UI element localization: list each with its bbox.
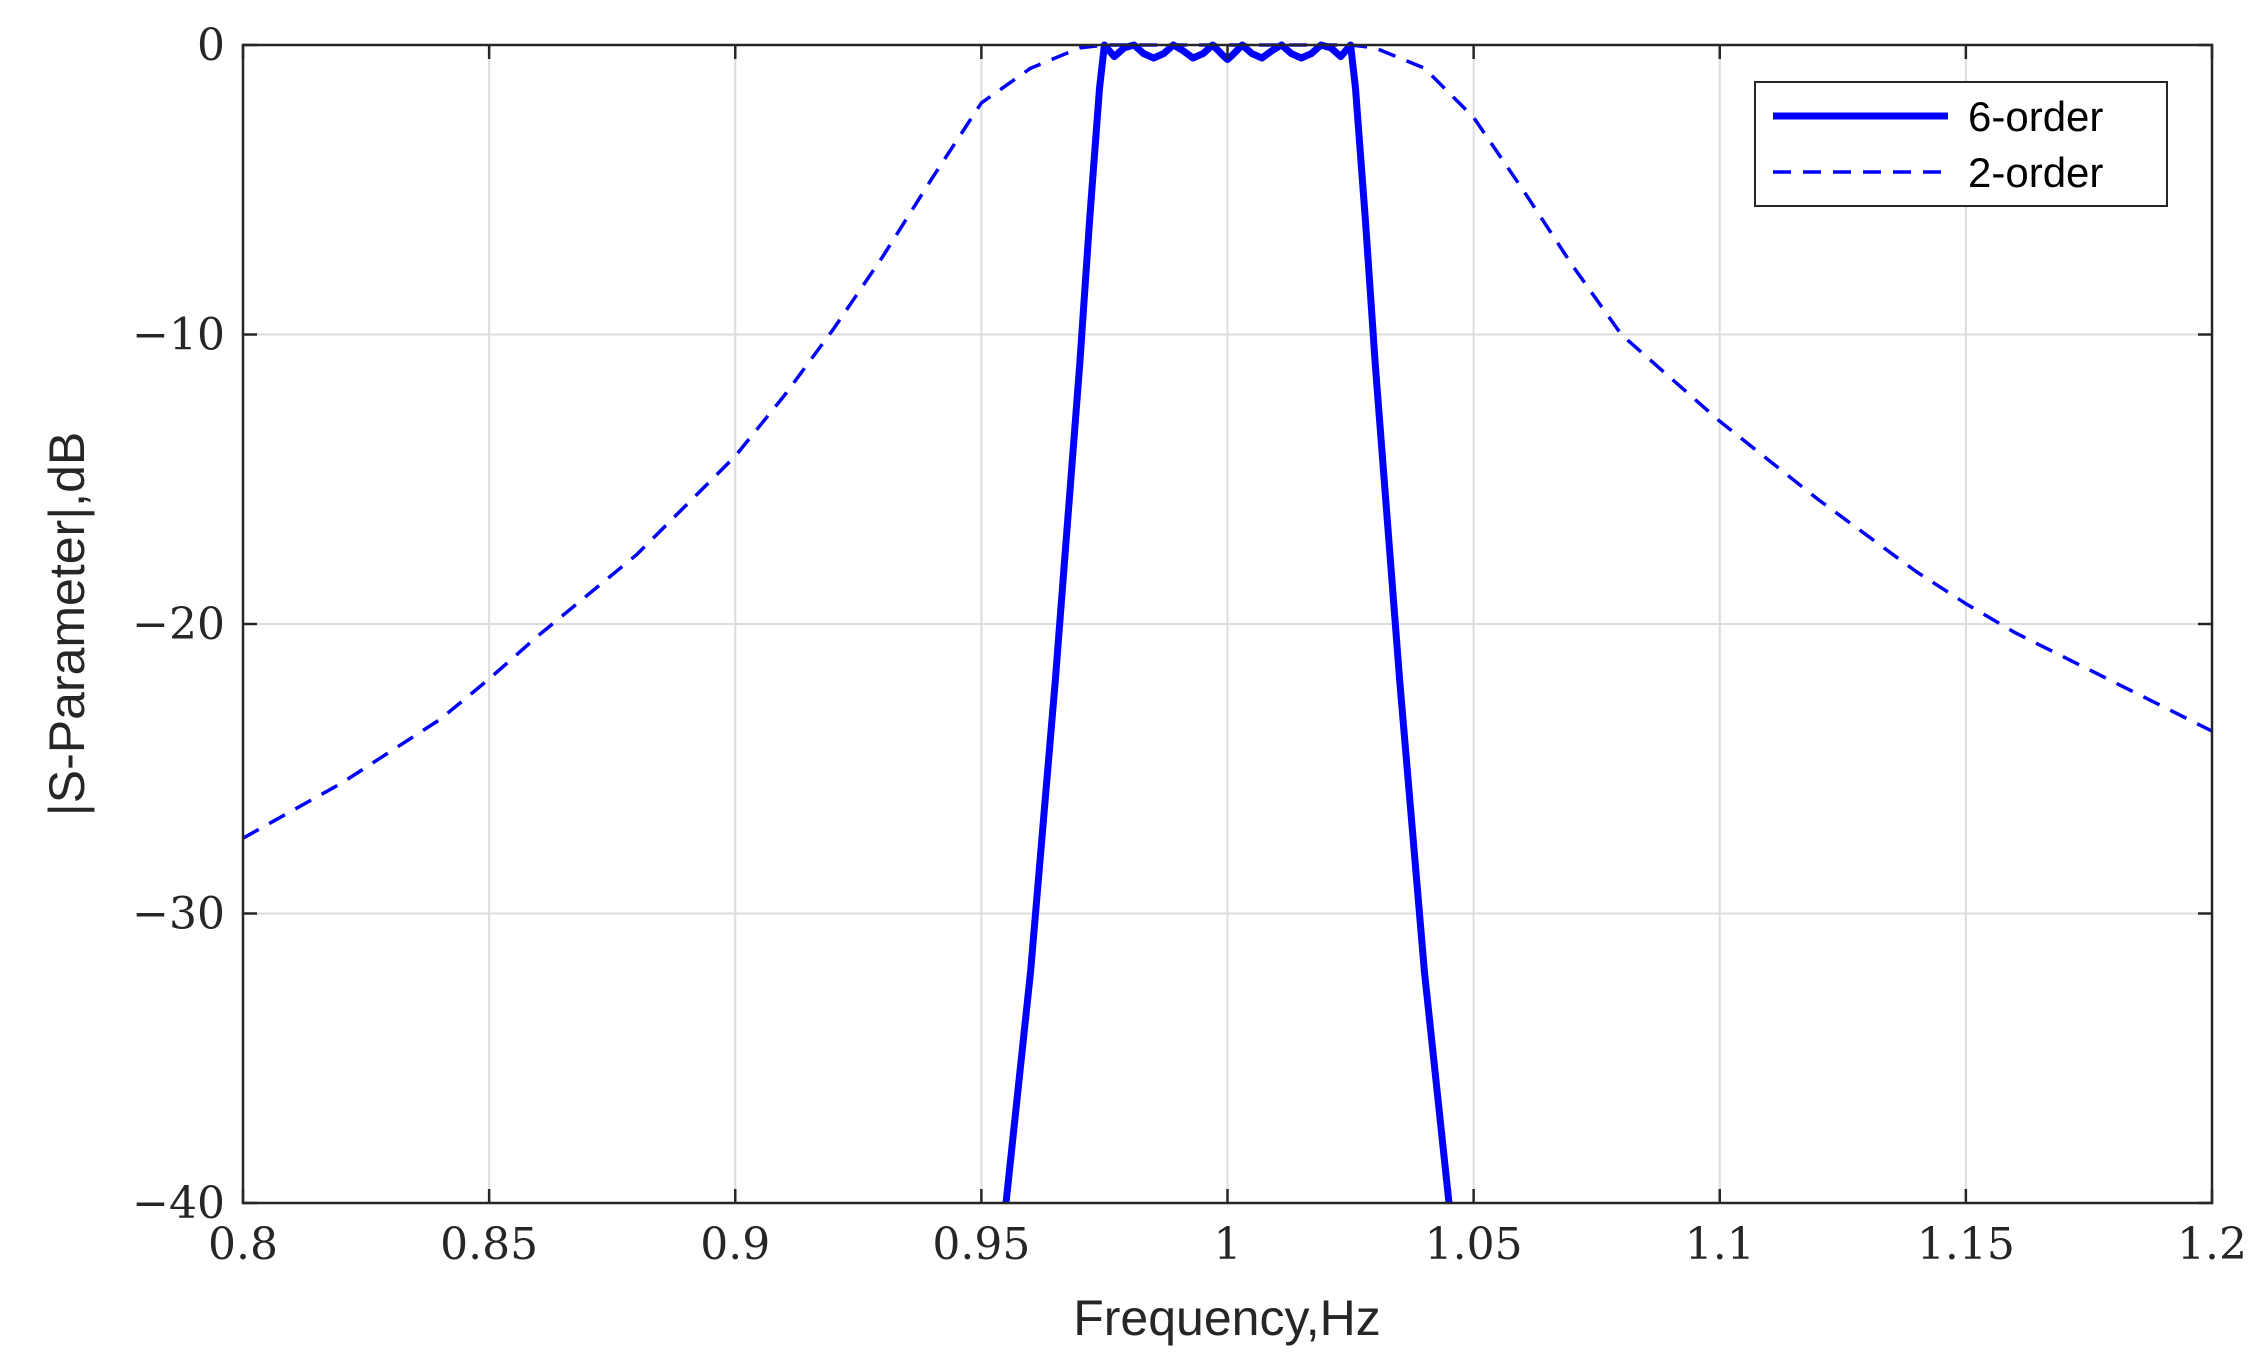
legend: 6-order 2-order	[1754, 81, 2168, 207]
grid	[242, 44, 2213, 1204]
y-tick-label: −10	[132, 310, 225, 361]
x-tick-label: 1.05	[1425, 1219, 1523, 1270]
y-tick-label: −30	[132, 889, 225, 940]
x-tick-label: 0.9	[700, 1219, 770, 1270]
x-tick-label: 1.1	[1685, 1219, 1755, 1270]
x-tick-label: 1.15	[1917, 1219, 2015, 1270]
legend-label-6-order: 6-order	[1968, 93, 2103, 140]
y-axis-label: |S-Parameter|,dB	[39, 432, 95, 816]
x-tick-label: 0.85	[440, 1219, 538, 1270]
x-tick-label: 0.8	[208, 1219, 278, 1270]
tick-labels: 0.8 0.85 0.9 0.95 1 1.05 1.1 1.15 1.2 0 −10 −20 −30 −…	[132, 20, 2247, 1270]
x-axis-label: Frequency,Hz	[1073, 1290, 1381, 1346]
x-tick-label: 1	[1214, 1219, 1242, 1270]
legend-label-2-order: 2-order	[1968, 149, 2103, 196]
x-tick-label: 0.95	[932, 1219, 1030, 1270]
legend-box	[1754, 81, 2168, 207]
y-tick-label: −40	[132, 1178, 225, 1229]
x-tick-label: 1.2	[2177, 1219, 2247, 1270]
y-tick-label: 0	[197, 20, 225, 71]
y-tick-label: −20	[132, 599, 225, 650]
series-line-6-order	[1002, 41, 1453, 1204]
axis-ticks	[241, 43, 2214, 1205]
